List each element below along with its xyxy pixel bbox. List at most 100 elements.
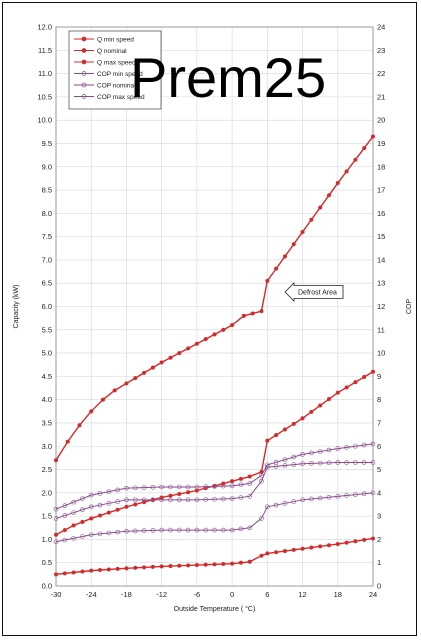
data-point bbox=[300, 497, 305, 503]
data-point bbox=[238, 476, 243, 481]
left-tick-label: 8.5 bbox=[42, 186, 52, 195]
left-tick-label: 11.0 bbox=[38, 69, 52, 78]
data-point bbox=[212, 527, 217, 533]
data-point bbox=[238, 495, 244, 500]
right-tick-label: 23 bbox=[377, 46, 385, 55]
data-point bbox=[194, 341, 199, 346]
data-point bbox=[361, 491, 367, 497]
right-tick-label: 6 bbox=[377, 442, 381, 451]
data-point bbox=[317, 460, 323, 466]
right-tick-label: 22 bbox=[377, 69, 385, 78]
legend-swatch-marker bbox=[81, 48, 87, 53]
data-point bbox=[124, 485, 129, 491]
data-point bbox=[97, 513, 103, 518]
right-tick-label: 18 bbox=[377, 162, 385, 171]
data-point bbox=[370, 460, 376, 465]
data-point bbox=[274, 550, 279, 555]
data-point bbox=[176, 497, 182, 503]
data-point bbox=[247, 474, 252, 479]
data-point bbox=[318, 205, 323, 210]
left-tick-label: 0.5 bbox=[42, 558, 52, 567]
defrost-callout: Defrost Area bbox=[284, 282, 344, 302]
data-point bbox=[265, 551, 270, 556]
data-point bbox=[309, 545, 314, 550]
overlay-watermark-text: Prem25 bbox=[130, 46, 326, 109]
x-axis-title: Outside Temperature ( °C) bbox=[174, 605, 256, 613]
grid-lines bbox=[55, 26, 374, 587]
data-point bbox=[370, 134, 376, 139]
data-point bbox=[97, 502, 103, 508]
x-tick-label: -12 bbox=[156, 590, 167, 599]
data-point bbox=[168, 564, 173, 569]
data-point bbox=[335, 446, 341, 451]
data-point bbox=[362, 537, 367, 542]
data-point bbox=[150, 564, 155, 569]
x-axis-ticks: -30 -24 -18 -12 -6 0 6 12 18 24 bbox=[51, 590, 378, 599]
data-point bbox=[344, 385, 349, 390]
data-point bbox=[176, 484, 182, 490]
data-point bbox=[194, 527, 200, 533]
right-tick-label: 2 bbox=[377, 535, 381, 544]
data-point bbox=[88, 532, 94, 538]
data-point bbox=[291, 421, 296, 426]
x-tick-label: 18 bbox=[334, 590, 342, 599]
data-point bbox=[326, 447, 332, 453]
data-point bbox=[159, 527, 164, 533]
legend-entry: COP nominal bbox=[97, 82, 136, 89]
plot-border bbox=[55, 26, 374, 587]
right-tick-label: 13 bbox=[377, 279, 385, 288]
legend-swatch-marker bbox=[81, 94, 87, 99]
data-point bbox=[282, 463, 288, 468]
left-tick-label: 7.5 bbox=[42, 232, 52, 241]
data-point bbox=[250, 311, 255, 316]
legend-entry: COP max speed bbox=[97, 94, 145, 101]
data-point bbox=[168, 497, 173, 503]
data-point bbox=[150, 528, 156, 533]
data-point bbox=[230, 323, 235, 328]
data-point bbox=[194, 497, 200, 503]
data-point bbox=[335, 390, 340, 395]
right-tick-label: 24 bbox=[377, 23, 385, 32]
data-point bbox=[291, 499, 297, 504]
left-tick-label: 7.0 bbox=[42, 255, 52, 264]
data-point bbox=[203, 562, 208, 567]
data-point bbox=[265, 504, 270, 510]
right-tick-label: 21 bbox=[377, 92, 385, 101]
data-point bbox=[88, 504, 94, 510]
data-point bbox=[89, 568, 94, 573]
left-tick-label: 10.0 bbox=[37, 116, 52, 125]
legend-entry: Q max speed bbox=[97, 59, 136, 66]
data-point bbox=[353, 539, 358, 544]
data-point bbox=[97, 491, 103, 496]
data-point bbox=[186, 346, 191, 351]
data-point bbox=[344, 493, 349, 498]
data-point bbox=[335, 494, 341, 499]
data-point bbox=[300, 452, 305, 457]
left-tick-label: 9.5 bbox=[42, 139, 52, 148]
left-tick-label: 5.0 bbox=[42, 349, 52, 358]
right-tick-label: 1 bbox=[377, 558, 381, 567]
data-point bbox=[194, 488, 199, 493]
data-point bbox=[80, 534, 85, 539]
data-point bbox=[168, 493, 173, 498]
data-point bbox=[97, 531, 103, 537]
data-point bbox=[318, 403, 323, 408]
data-point bbox=[168, 527, 173, 533]
data-point bbox=[300, 546, 305, 551]
data-point bbox=[141, 497, 147, 503]
data-point bbox=[221, 483, 226, 489]
data-point bbox=[230, 479, 235, 484]
data-point bbox=[176, 527, 182, 533]
legend-entry: COP min speed bbox=[97, 71, 143, 78]
data-point bbox=[159, 564, 164, 569]
data-point bbox=[133, 376, 138, 381]
data-point bbox=[291, 462, 297, 467]
data-point bbox=[142, 500, 147, 505]
data-point bbox=[300, 461, 305, 467]
data-point bbox=[241, 313, 246, 318]
data-point bbox=[309, 461, 314, 466]
data-point bbox=[335, 181, 340, 186]
right-axis-title: COP bbox=[406, 299, 413, 315]
data-point bbox=[62, 513, 68, 518]
data-point bbox=[106, 530, 112, 536]
